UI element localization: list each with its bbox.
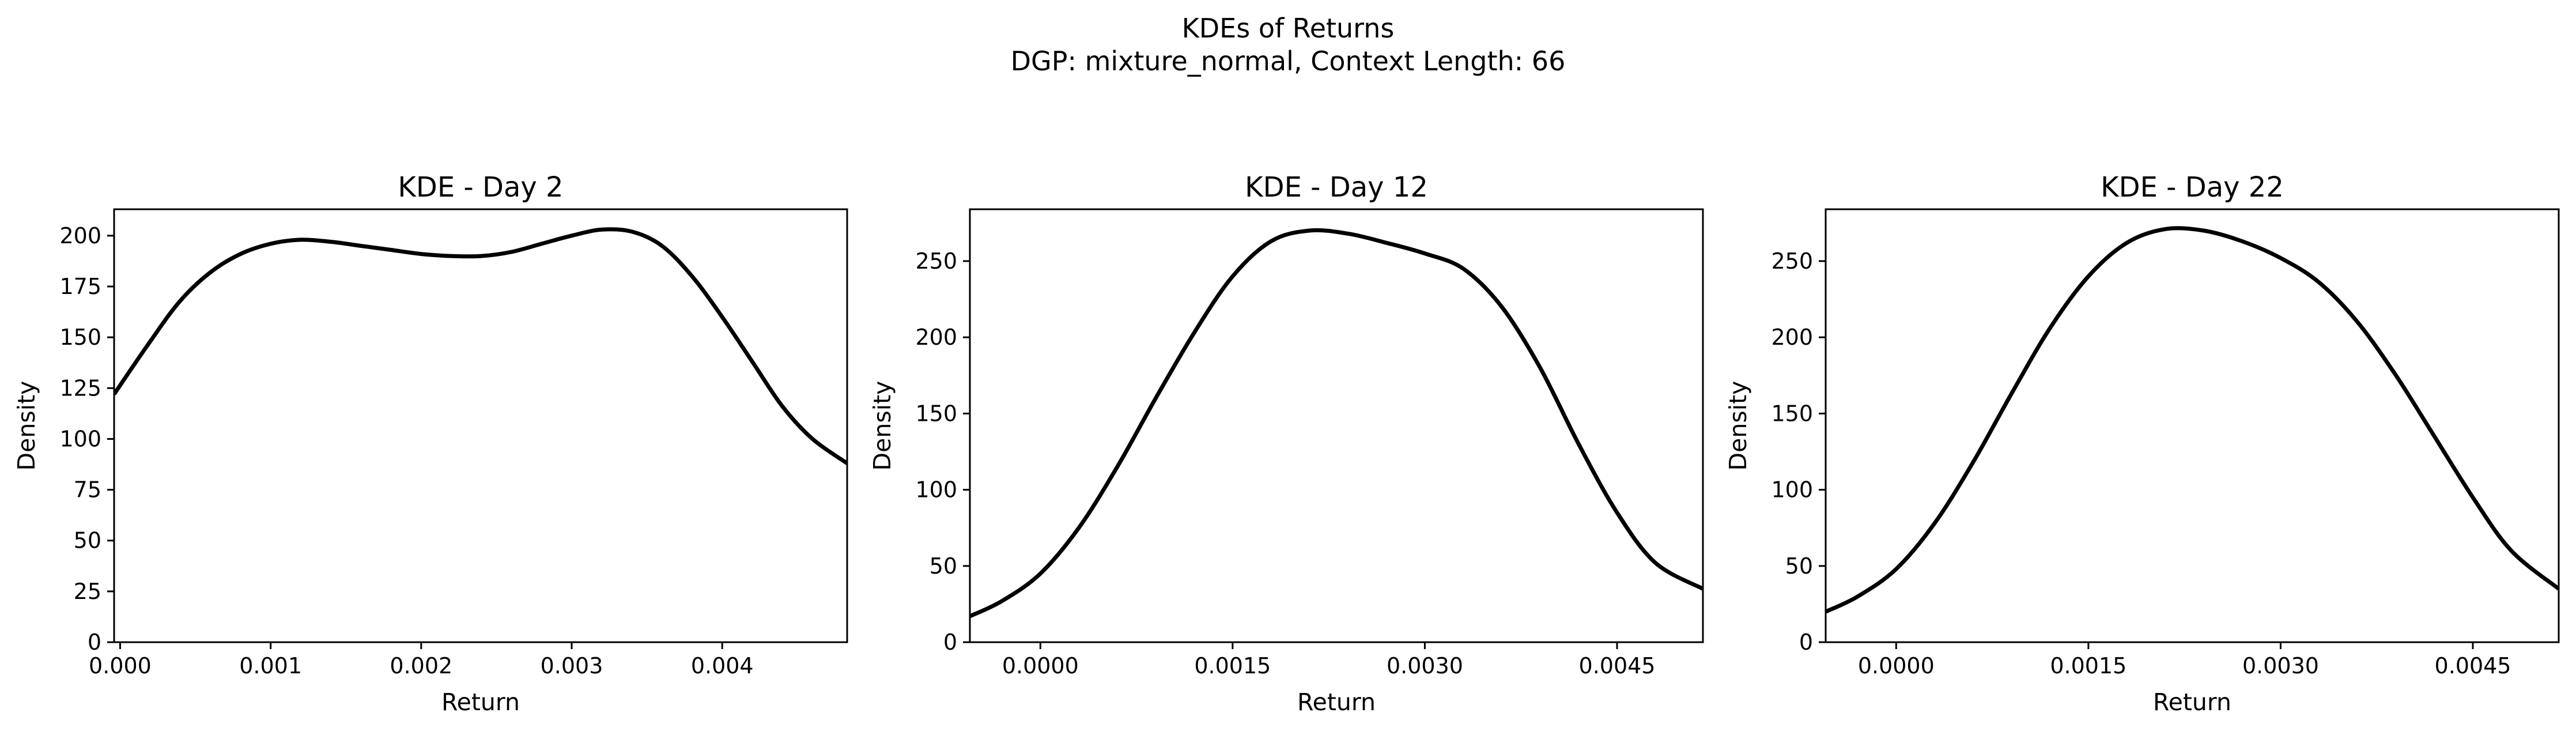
y-tick-label: 200: [59, 223, 101, 248]
y-tick-label: 50: [930, 553, 957, 579]
subplots: 0.000 0.001 0.002 0.003 0.004 0 25 50 75 100 125 15…: [13, 171, 2560, 716]
x-axis-label: Return: [441, 688, 520, 716]
kde-line: [1826, 226, 2559, 614]
y-tick-label: 0: [1799, 630, 1813, 655]
y-tick-label: 175: [59, 274, 101, 299]
y-tick-label: 50: [74, 528, 101, 553]
subplot-2: 0.0000 0.0015 0.0030 0.0045 0 50 100 150 200 250 K…: [868, 171, 1704, 716]
x-tick-label: 0.002: [390, 653, 452, 679]
figure-title: KDEs of Returns: [1182, 13, 1395, 44]
y-tick-label: 250: [1771, 248, 1813, 274]
y-tick-label: 0: [88, 630, 101, 655]
x-tick-label: 0.0015: [1194, 653, 1271, 679]
subplot-title: KDE - Day 2: [398, 171, 563, 203]
x-axis-label: Return: [2153, 688, 2231, 716]
subplot-title: KDE - Day 22: [2101, 171, 2284, 203]
y-tick-label: 150: [915, 401, 957, 426]
x-tick-label: 0.003: [541, 653, 603, 679]
x-axis-label: Return: [1297, 688, 1376, 716]
y-axis-label: Density: [868, 381, 896, 471]
y-tick-label: 150: [1771, 401, 1813, 426]
x-tick-label: 0.0000: [1002, 653, 1079, 679]
y-tick-label: 200: [1771, 325, 1813, 350]
plot-frame: [1825, 208, 2560, 643]
x-tick-label: 0.004: [691, 653, 754, 679]
x-tick-label: 0.0045: [1579, 653, 1656, 679]
plot-frame: [969, 208, 1704, 643]
y-tick-label: 100: [915, 477, 957, 503]
y-tick-label: 250: [915, 248, 957, 274]
x-tick-label: 0.0045: [2435, 653, 2511, 679]
x-tick-label: 0.001: [239, 653, 302, 679]
plot-frame: [113, 208, 848, 643]
figure-subtitle: DGP: mixture_normal, Context Length: 66: [1011, 46, 1566, 77]
kde-line: [970, 228, 1703, 619]
y-tick-label: 100: [1771, 477, 1813, 503]
x-tick-label: 0.0030: [2242, 653, 2319, 679]
subplot-title: KDE - Day 12: [1245, 171, 1428, 203]
y-tick-label: 50: [1785, 553, 1813, 579]
y-tick-label: 200: [915, 325, 957, 350]
y-tick-label: 125: [59, 375, 101, 401]
y-tick-label: 25: [74, 579, 101, 604]
y-tick-label: 75: [74, 477, 101, 503]
x-tick-label: 0.0015: [2050, 653, 2126, 679]
x-tick-label: 0.000: [89, 653, 152, 679]
y-axis-label: Density: [13, 381, 40, 471]
y-tick-label: 100: [59, 426, 101, 451]
y-tick-label: 150: [59, 325, 101, 350]
y-axis-label: Density: [1724, 381, 1752, 471]
subplot-1: 0.000 0.001 0.002 0.003 0.004 0 25 50 75 100 125 15…: [13, 171, 848, 716]
kde-line: [114, 227, 847, 465]
subplot-3: 0.0000 0.0015 0.0030 0.0045 0 50 100 150 200 250 K…: [1724, 171, 2560, 716]
y-tick-label: 0: [943, 630, 957, 655]
x-tick-label: 0.0030: [1387, 653, 1463, 679]
x-tick-label: 0.0000: [1858, 653, 1935, 679]
